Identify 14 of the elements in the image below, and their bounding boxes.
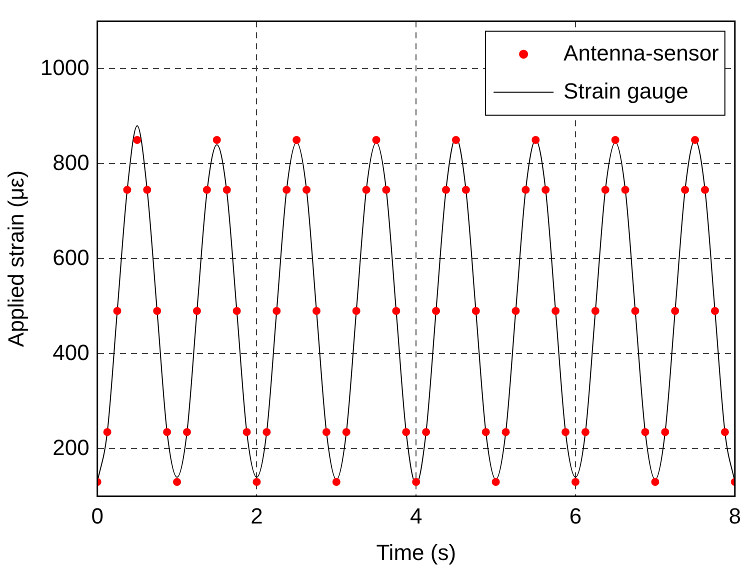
x-tick-label: 2: [250, 503, 263, 528]
x-tick-label: 4: [410, 503, 422, 528]
y-tick-label: 800: [52, 150, 90, 175]
y-tick-label: 600: [52, 244, 90, 270]
y-axis-title: Applied strain (με): [3, 170, 28, 347]
y-tick-label: 1000: [40, 54, 90, 80]
legend-label: Strain gauge: [564, 78, 688, 104]
x-axis-title: Time (s): [376, 540, 456, 565]
x-tick-label: 6: [569, 503, 582, 528]
x-tick-label: 8: [728, 503, 742, 528]
legend-label: Antenna-sensor: [564, 40, 719, 66]
y-tick-label: 200: [52, 434, 90, 460]
x-tick-label: 0: [91, 503, 104, 528]
y-tick-label: 400: [52, 340, 90, 365]
